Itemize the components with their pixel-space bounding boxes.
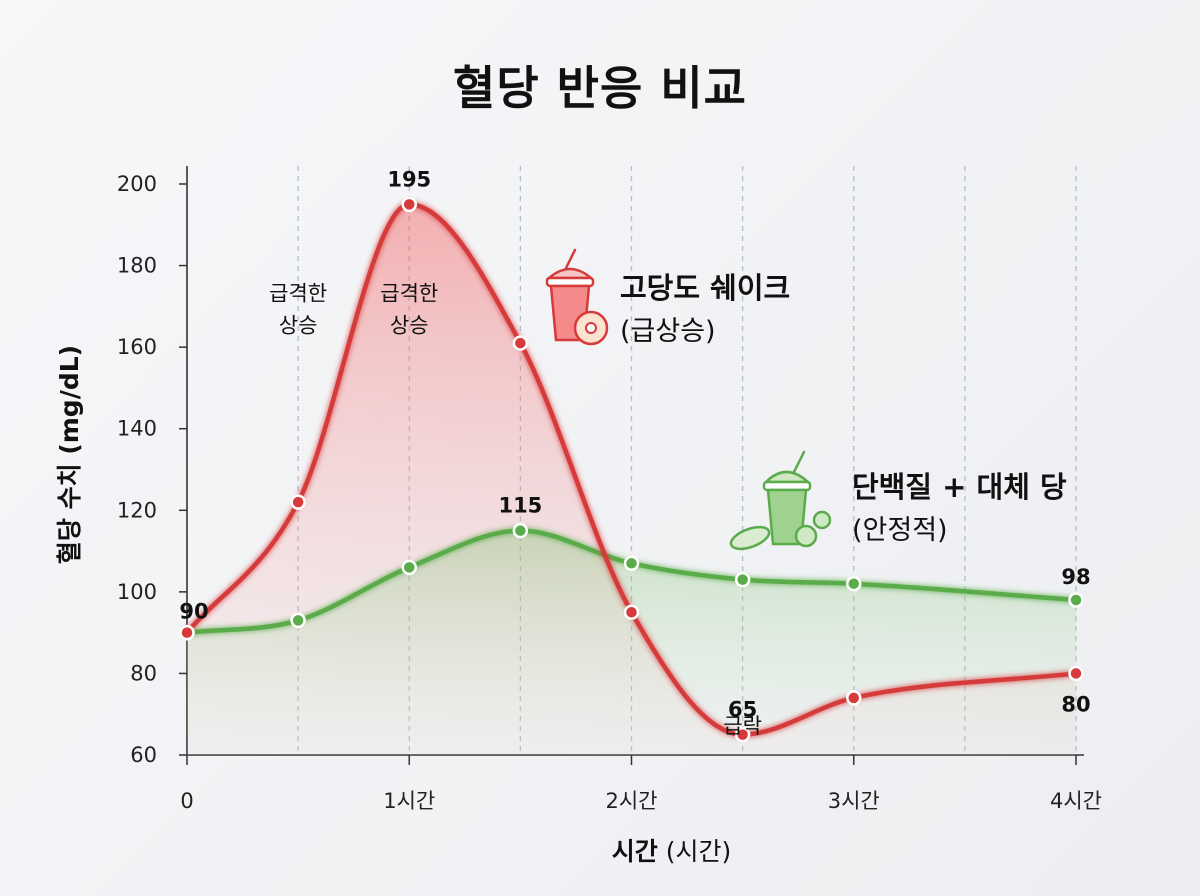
y-tick-label: 160	[117, 335, 157, 359]
legend-subtitle-protein: (안정적)	[852, 515, 948, 546]
y-tick-label: 140	[117, 417, 157, 441]
x-tick-label: 4시간	[1050, 789, 1102, 813]
data-point	[1068, 592, 1084, 608]
y-tick-label: 60	[130, 743, 157, 767]
x-tick-label: 3시간	[828, 789, 880, 813]
data-label: 98	[1061, 565, 1090, 589]
data-point	[512, 522, 529, 539]
smoothie-nuts-icon	[729, 450, 832, 551]
legend-title-protein: 단백질 + 대체 당	[852, 470, 1067, 504]
annotation: 상승	[390, 314, 429, 338]
data-point	[179, 624, 195, 641]
data-label: 115	[498, 494, 542, 518]
chart-title: 혈당 반응 비교	[453, 61, 747, 115]
y-tick-label: 80	[130, 661, 157, 685]
data-point	[846, 690, 862, 706]
x-tick-label: 0	[180, 789, 193, 813]
annotation: 상승	[279, 314, 318, 338]
legend-subtitle-shake: (급상승)	[620, 316, 716, 347]
annotation: 급락	[723, 714, 762, 738]
data-point	[734, 571, 751, 588]
data-point	[623, 604, 640, 620]
x-axis-label: 시간 (시간)	[612, 837, 731, 866]
data-label: 65	[728, 698, 757, 722]
data-point	[512, 335, 529, 351]
y-tick-label: 180	[117, 254, 157, 278]
data-point	[401, 196, 417, 213]
y-axis-label: 혈당 수치 (mg/dL)	[55, 345, 84, 564]
y-tick-label: 200	[117, 172, 157, 196]
data-point	[290, 494, 306, 510]
data-point	[734, 726, 751, 743]
data-label: 80	[1061, 692, 1090, 716]
data-point	[1068, 665, 1084, 682]
series-line	[184, 202, 1079, 737]
x-tick-label: 1시간	[383, 789, 435, 813]
x-tick-label: 2시간	[605, 789, 657, 813]
annotation: 급격한	[269, 282, 327, 306]
data-label: 195	[387, 167, 431, 191]
shake-donut-icon	[545, 248, 609, 346]
y-tick-label: 100	[117, 580, 157, 604]
data-point	[846, 575, 862, 592]
data-point	[623, 555, 640, 572]
y-tick-label: 120	[117, 498, 157, 522]
annotation: 급격한	[380, 282, 438, 306]
data-point	[290, 612, 306, 629]
data-label: 90	[179, 600, 208, 624]
data-point	[401, 559, 417, 576]
legend-title-shake: 고당도 쉐이크	[620, 271, 790, 305]
